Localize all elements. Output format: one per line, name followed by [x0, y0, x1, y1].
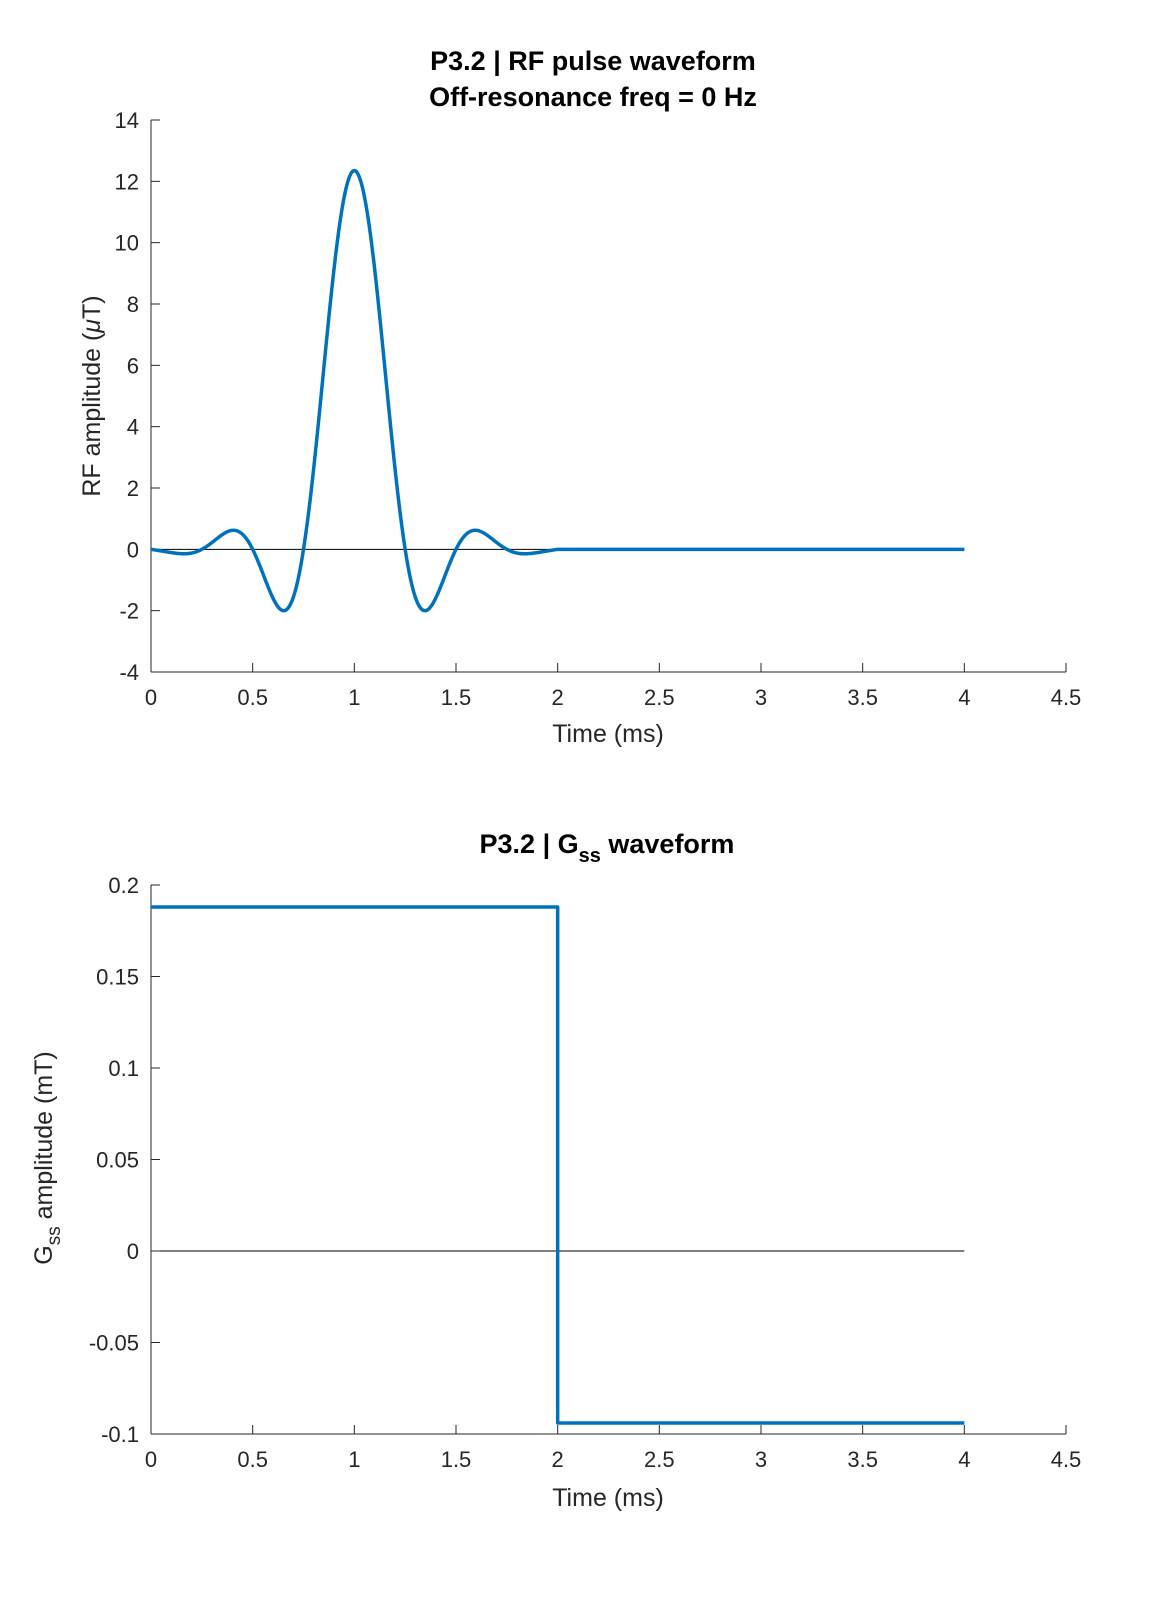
- rf-x-tick-label: 2.5: [644, 685, 675, 710]
- gss-y-tick-label: 0: [127, 1239, 139, 1264]
- gss-x-tick-label: 3.5: [847, 1447, 878, 1472]
- rf-x-tick-label: 1.5: [441, 685, 472, 710]
- gss-x-tick-label: 3: [755, 1447, 767, 1472]
- rf-y-tick-label: 14: [115, 108, 139, 133]
- rf-x-axis-label: Time (ms): [552, 720, 664, 748]
- gss-chart: P3.2 | Gss waveform 0 0.5 1 1.5 2 2.5 3 3.5 4 4.5…: [30, 829, 1081, 1512]
- gss-x-ticks: 0 0.5 1 1.5 2 2.5 3 3.5 4 4.5: [145, 1425, 1081, 1472]
- gss-x-tick-label: 0: [145, 1447, 157, 1472]
- gss-title-suffix: waveform: [601, 829, 735, 859]
- gss-title-sub: ss: [579, 845, 601, 867]
- rf-y-tick-label: 2: [127, 476, 139, 501]
- rf-x-tick-label: 4: [958, 685, 970, 710]
- gss-chart-title: P3.2 | Gss waveform: [480, 829, 735, 867]
- rf-y-tick-label: 8: [127, 292, 139, 317]
- gss-series-line: [151, 905, 965, 1425]
- gss-y-tick-label: 0.05: [96, 1148, 139, 1173]
- gss-x-tick-label: 1.5: [441, 1447, 472, 1472]
- gss-x-tick-label: 2.5: [644, 1447, 675, 1472]
- rf-x-tick-label: 4.5: [1051, 685, 1082, 710]
- gss-y-tick-label: 0.1: [108, 1056, 139, 1081]
- rf-x-tick-label: 3.5: [847, 685, 878, 710]
- gss-x-tick-label: 1: [348, 1447, 360, 1472]
- rf-y-tick-label: -4: [119, 660, 139, 685]
- gss-title-prefix: P3.2 | G: [480, 829, 579, 859]
- rf-pulse-chart: P3.2 | RF pulse waveform Off-resonance f…: [78, 46, 1081, 748]
- rf-ylabel-prefix: RF amplitude (: [78, 332, 106, 497]
- rf-x-ticks: 0 0.5 1 1.5 2 2.5 3 3.5 4 4.5: [145, 663, 1081, 710]
- rf-y-axis-label: RF amplitude (μT): [78, 295, 106, 496]
- rf-x-tick-label: 0: [145, 685, 157, 710]
- gss-x-tick-label: 0.5: [237, 1447, 268, 1472]
- gss-y-tick-label: 0.2: [108, 873, 139, 898]
- rf-chart-title: P3.2 | RF pulse waveform: [430, 46, 756, 76]
- gss-ylabel-prefix: G: [30, 1245, 58, 1264]
- gss-y-tick-label: -0.1: [101, 1422, 139, 1447]
- gss-y-tick-label: 0.15: [96, 965, 139, 990]
- rf-ylabel-mu: μ: [78, 319, 106, 334]
- gss-y-tick-label: -0.05: [89, 1331, 139, 1356]
- gss-x-tick-label: 4.5: [1051, 1447, 1082, 1472]
- rf-x-tick-label: 3: [755, 685, 767, 710]
- rf-y-tick-label: 4: [127, 415, 139, 440]
- rf-x-tick-label: 2: [552, 685, 564, 710]
- gss-x-axis-label: Time (ms): [552, 1484, 664, 1512]
- gss-y-ticks: -0.1 -0.05 0 0.05 0.1 0.15 0.2: [89, 873, 160, 1447]
- gss-x-tick-label: 2: [552, 1447, 564, 1472]
- gss-ylabel-sub: ss: [44, 1226, 65, 1245]
- rf-y-tick-label: 6: [127, 353, 139, 378]
- rf-series-line: [149, 168, 965, 613]
- rf-x-tick-label: 1: [348, 685, 360, 710]
- rf-chart-subtitle: Off-resonance freq = 0 Hz: [429, 82, 757, 112]
- rf-y-tick-label: -2: [119, 599, 139, 624]
- rf-y-ticks: -4 -2 0 2 4 6 8 10 12 14: [115, 108, 160, 685]
- gss-ylabel-suffix: amplitude (mT): [30, 1051, 58, 1226]
- gss-x-tick-label: 4: [958, 1447, 970, 1472]
- rf-y-tick-label: 10: [115, 231, 139, 256]
- rf-y-tick-label: 12: [115, 169, 139, 194]
- gss-y-axis-label: Gss amplitude (mT): [30, 1051, 65, 1265]
- rf-ylabel-suffix: T): [78, 295, 106, 319]
- rf-x-tick-label: 0.5: [237, 685, 268, 710]
- rf-y-tick-label: 0: [127, 537, 139, 562]
